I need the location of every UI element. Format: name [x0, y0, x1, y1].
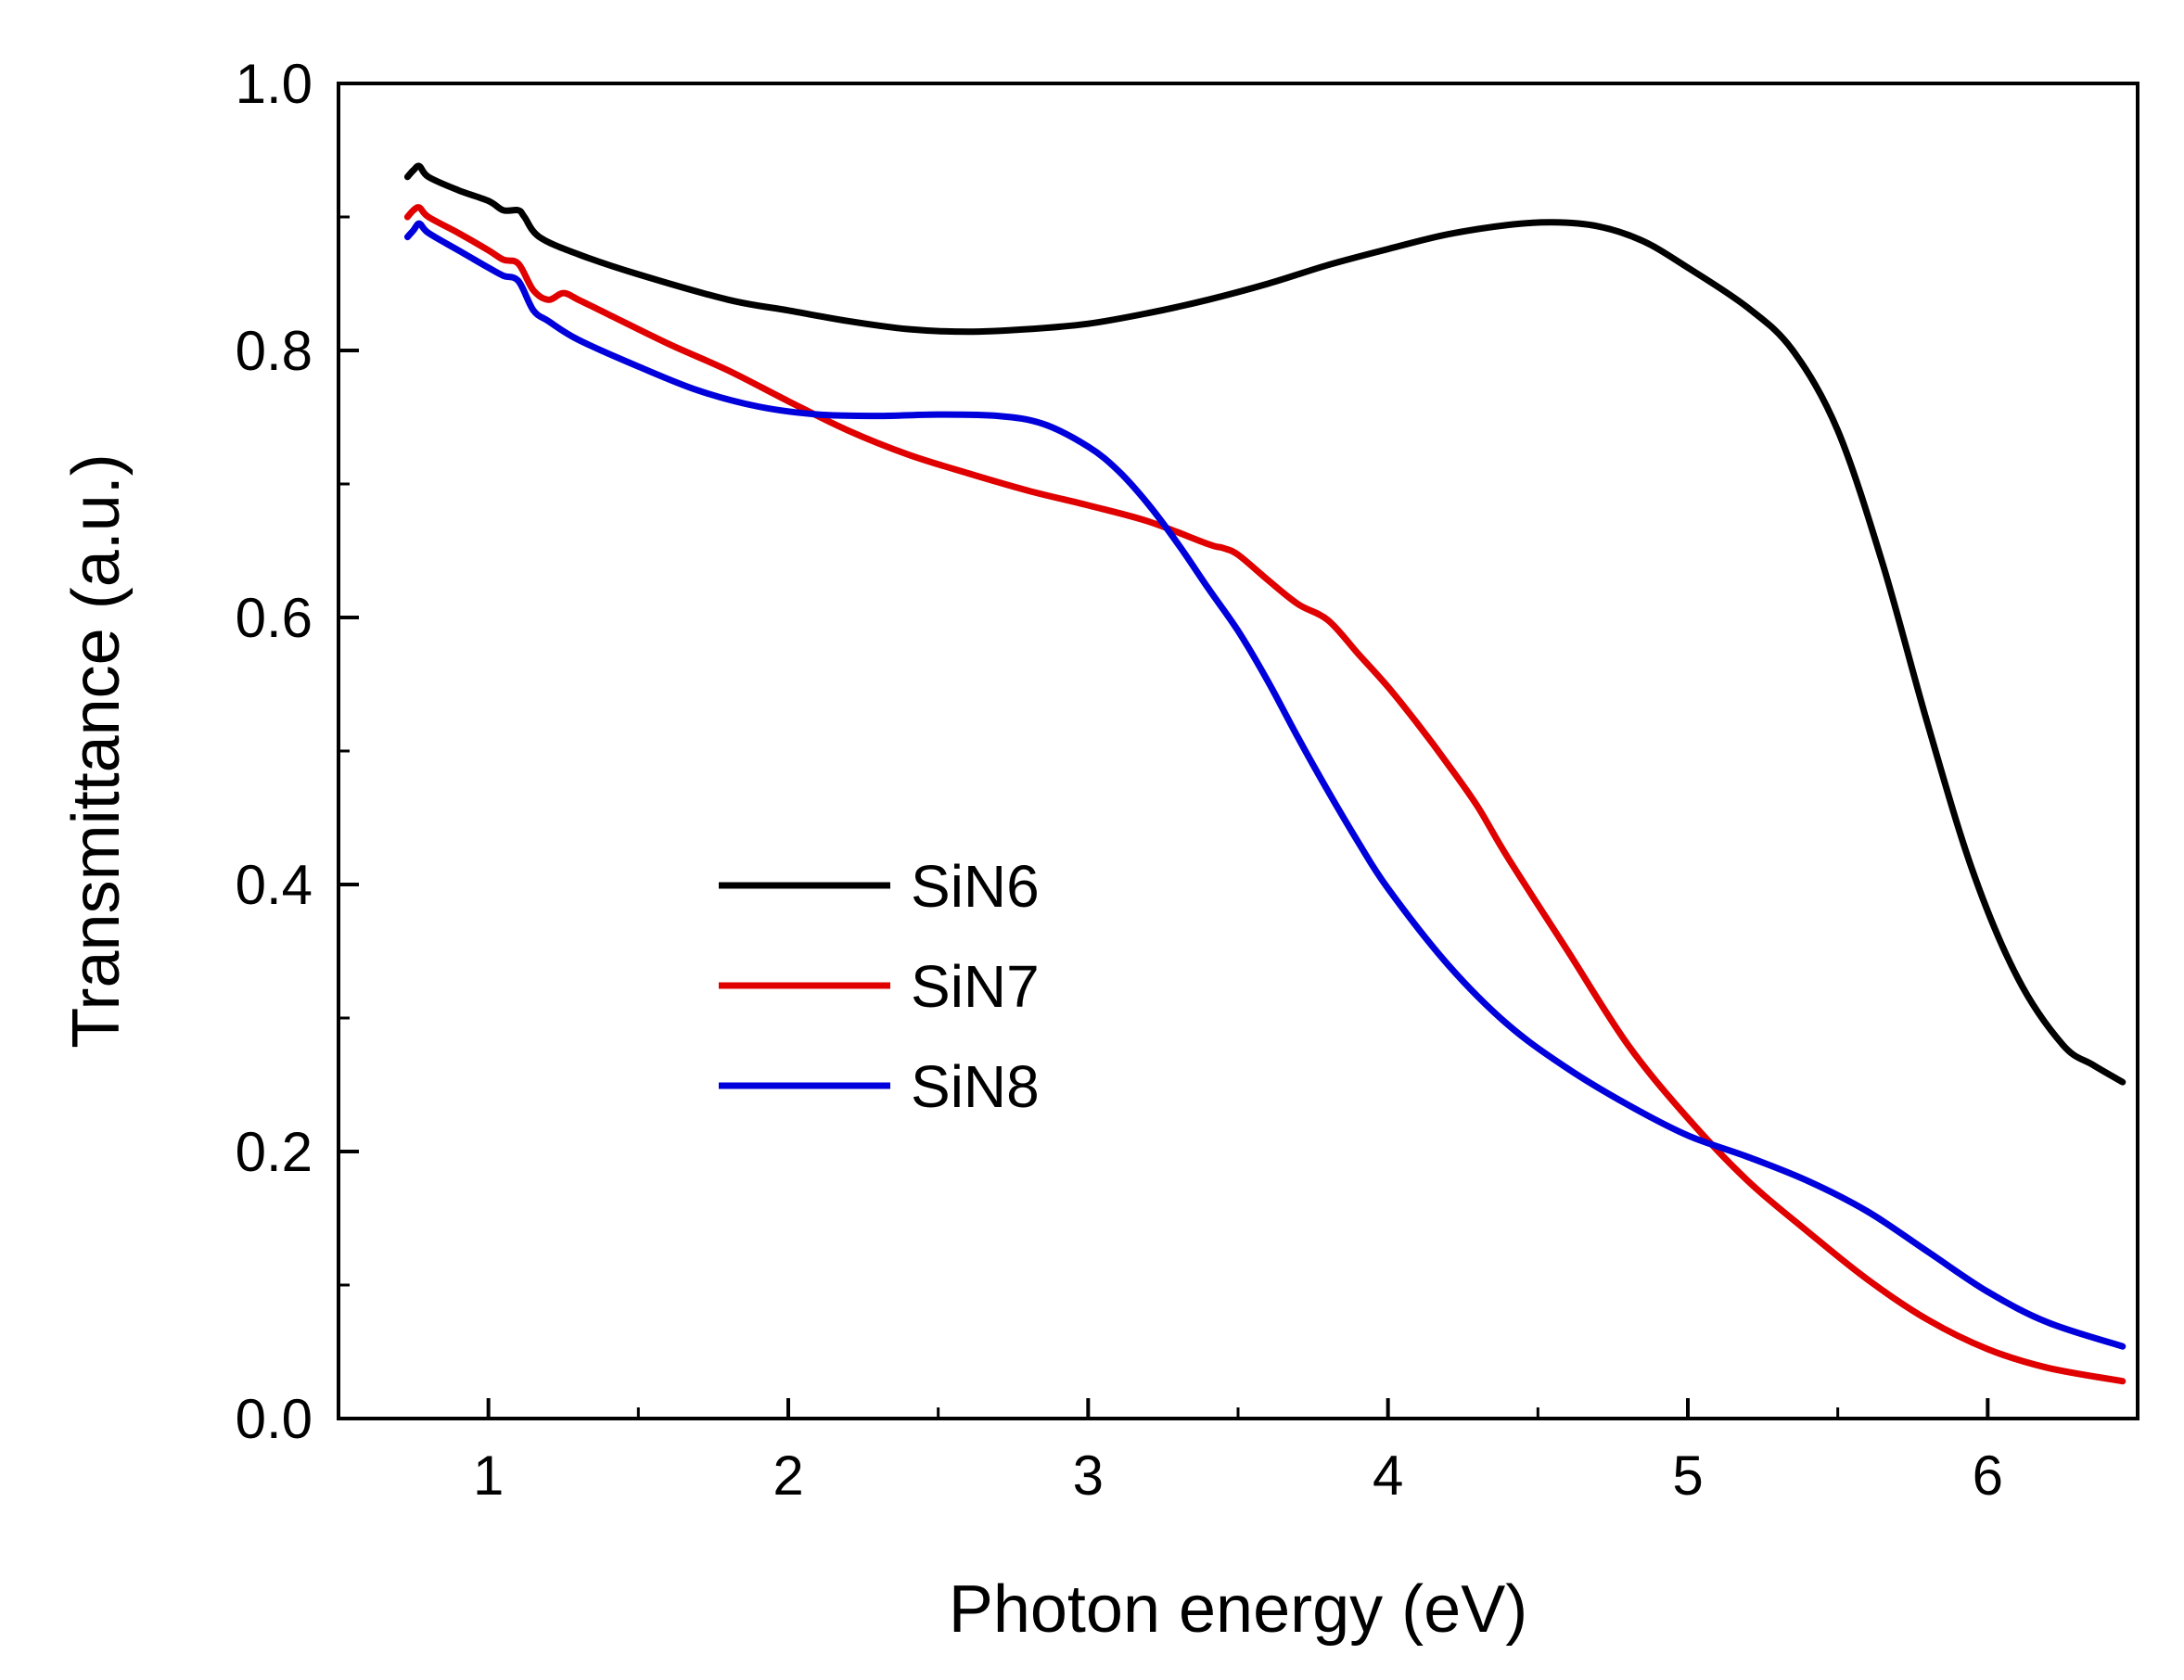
series-line-sin7	[403, 204, 2127, 1385]
y-tick-label: 0.0	[236, 1388, 313, 1450]
series-line-sin6	[403, 162, 2127, 1086]
y-axis-title: Transmittance (a.u.)	[59, 453, 134, 1049]
x-tick-label: 4	[1373, 1445, 1403, 1507]
x-axis-title: Photon energy (eV)	[949, 1572, 1527, 1647]
y-tick-label: 0.6	[236, 587, 313, 649]
x-tick-label: 1	[473, 1445, 504, 1507]
legend-label-sin6: SiN6	[911, 853, 1040, 920]
x-tick-label: 3	[1073, 1445, 1104, 1507]
x-tick-label: 6	[1973, 1445, 2003, 1507]
data-series	[403, 162, 2127, 1385]
series-line-sin8	[403, 220, 2127, 1350]
legend-label-sin8: SiN8	[911, 1053, 1040, 1120]
x-tick-label: 5	[1672, 1445, 1703, 1507]
y-tick-label: 1.0	[236, 53, 313, 115]
axis-ticks: 1 2 3 4 5 6 0.0 0.2 0.4 0.6 0.8 1.0	[236, 53, 2139, 1507]
legend: SiN6 SiN7 SiN8	[719, 853, 1040, 1120]
x-tick-label: 2	[773, 1445, 803, 1507]
y-tick-label: 0.4	[236, 854, 313, 916]
y-tick-label: 0.2	[236, 1121, 313, 1183]
y-tick-label: 0.8	[236, 320, 313, 382]
legend-label-sin7: SiN7	[911, 953, 1040, 1020]
plot-frame	[337, 82, 2139, 1420]
